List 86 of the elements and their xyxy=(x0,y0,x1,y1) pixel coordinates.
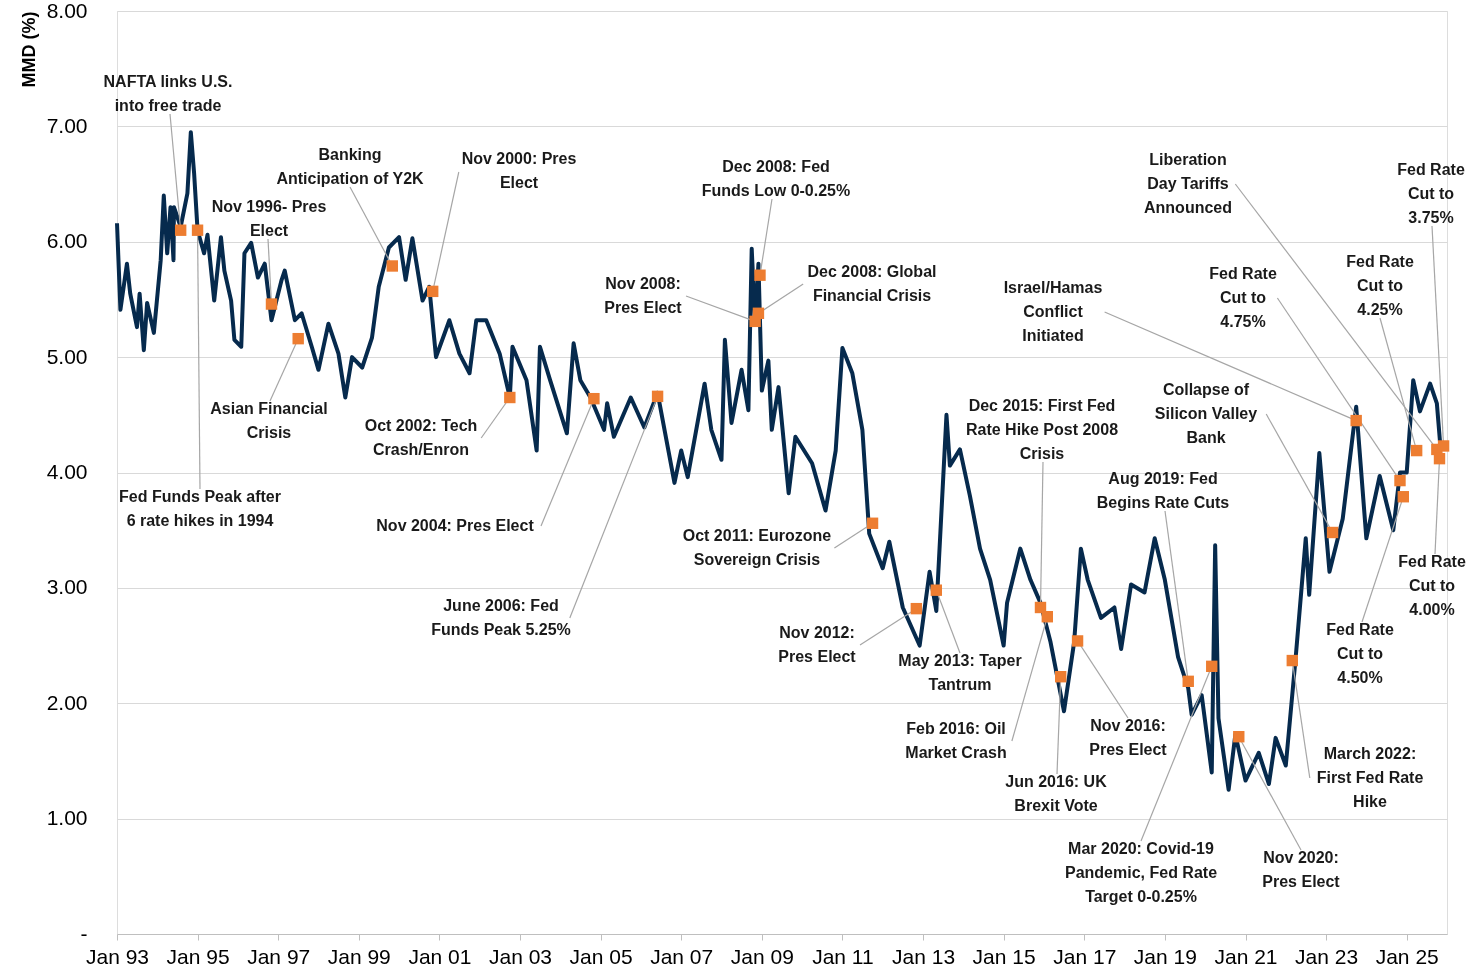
x-tick-label: Jan 05 xyxy=(569,944,633,968)
point xyxy=(910,602,923,615)
point xyxy=(427,285,439,298)
point xyxy=(174,224,187,236)
annotation: NAFTA links U.S. into free trade xyxy=(103,73,233,114)
annotation: Feb 2016: Oil Market Crash xyxy=(905,720,1007,761)
point xyxy=(754,269,766,281)
annotation: Fed Rate Cut to 4.00% xyxy=(1398,553,1466,618)
x-tick-label: Jan 97 xyxy=(247,944,311,968)
y-tick-label: 2.00 xyxy=(46,690,88,714)
point xyxy=(504,391,516,404)
annotation: Jun 2016: UK Brexit Vote xyxy=(1005,773,1108,814)
y-tick-label: 6.00 xyxy=(46,229,88,253)
y-tick-label: 3.00 xyxy=(46,575,88,599)
point xyxy=(1206,660,1218,673)
annotation: Aug 2019: Fed Begins Rate Cuts xyxy=(1096,470,1230,511)
x-tick-label: Jan 95 xyxy=(166,944,230,968)
y-tick-label: 7.00 xyxy=(46,113,88,137)
annotation: Mar 2020: Covid-19 Pandemic, Fed Rate Target 0-0.25% xyxy=(1064,840,1218,905)
y-tick-label: - xyxy=(80,921,88,945)
point xyxy=(1182,675,1194,688)
annotation: Nov 2016: Pres Elect xyxy=(1089,717,1168,758)
y-axis-title: MMD (%) xyxy=(18,11,39,88)
y-tick-label: 5.00 xyxy=(46,344,88,368)
x-tick-label: Jan 03 xyxy=(488,944,553,968)
point xyxy=(651,390,664,403)
annotation: Israel/Hamas Conflict Initiated xyxy=(1003,279,1103,344)
x-tick-label: Jan 13 xyxy=(892,944,956,968)
point xyxy=(1410,444,1423,457)
point xyxy=(1437,440,1450,452)
point xyxy=(1394,474,1406,487)
point xyxy=(930,584,943,596)
y-tick-label: 8.00 xyxy=(46,0,88,22)
point xyxy=(1433,452,1446,465)
y-tick-label: 4.00 xyxy=(46,460,88,483)
annotation: Oct 2011: Eurozone Sovereign Crisis xyxy=(682,527,832,568)
annotation: June 2006: Fed Funds Peak 5.25% xyxy=(431,597,571,638)
point xyxy=(588,392,600,405)
annotation: Nov 2012: Pres Elect xyxy=(778,624,857,665)
annotation: Collapse of Silicon Valley Bank xyxy=(1154,381,1258,446)
x-tick-label: Jan 23 xyxy=(1295,944,1359,968)
point xyxy=(386,260,399,272)
annotation: Nov 2000: Pres Elect xyxy=(461,150,577,191)
x-tick-label: Jan 15 xyxy=(972,944,1036,968)
x-tick-label: Jan 99 xyxy=(327,944,391,968)
x-tick-label: Jan 11 xyxy=(812,944,874,968)
point xyxy=(265,298,278,310)
point xyxy=(1041,611,1054,623)
x-tick-label: Jan 19 xyxy=(1133,944,1197,968)
x-tick-label: Jan 07 xyxy=(650,944,714,968)
point xyxy=(1233,731,1245,743)
annotation: May 2013: Taper Tantrum xyxy=(898,652,1022,693)
x-tick-label: Jan 09 xyxy=(730,944,794,968)
annotation: Dec 2008: Global Financial Crisis xyxy=(807,263,937,304)
annotation: Fed Rate Cut to 3.75% xyxy=(1397,161,1465,226)
point xyxy=(1350,414,1362,427)
point xyxy=(292,332,304,345)
annotation: Fed Rate Cut to 4.50% xyxy=(1326,621,1394,686)
point xyxy=(1071,635,1084,647)
point xyxy=(1286,654,1298,667)
x-tick-label: Jan 25 xyxy=(1375,944,1439,968)
annotation: March 2022: First Fed Rate Hike xyxy=(1316,745,1424,810)
annotation: Nov 2008: Pres Elect xyxy=(604,275,683,316)
point xyxy=(866,517,879,529)
annotation: Fed Rate Cut to 4.75% xyxy=(1209,265,1277,330)
point xyxy=(1054,671,1067,683)
annotation: Liberation Day Tariffs Announced xyxy=(1144,151,1232,216)
point xyxy=(752,307,765,319)
point xyxy=(191,224,204,236)
y-tick-label: 1.00 xyxy=(46,806,88,830)
annotation: Banking Anticipation of Y2K xyxy=(276,146,425,187)
point xyxy=(1326,526,1339,539)
x-tick-label: Jan 01 xyxy=(408,944,472,968)
annotation: Dec 2015: First Fed Rate Hike Post 2008 Crisis xyxy=(965,397,1119,462)
annotation: Nov 2020: Pres Elect xyxy=(1262,849,1341,890)
point xyxy=(1397,491,1409,503)
x-tick-label: Jan 17 xyxy=(1053,944,1117,968)
annotation: Fed Rate Cut to 4.25% xyxy=(1346,253,1414,318)
annotation: Dec 2008: Fed Funds Low 0-0.25% xyxy=(701,158,851,199)
annotation: Asian Financial Crisis xyxy=(210,400,328,441)
x-tick-label: Jan 93 xyxy=(85,944,150,968)
annotation: Fed Funds Peak after 6 rate hikes in 1994 xyxy=(119,488,281,529)
annotation: Oct 2002: Tech Crash/Enron xyxy=(364,417,478,458)
annotation: Nov 1996- Pres Elect xyxy=(211,198,327,239)
annotation: Nov 2004: Pres Elect xyxy=(376,517,535,534)
x-tick-label: Jan 21 xyxy=(1214,944,1278,968)
